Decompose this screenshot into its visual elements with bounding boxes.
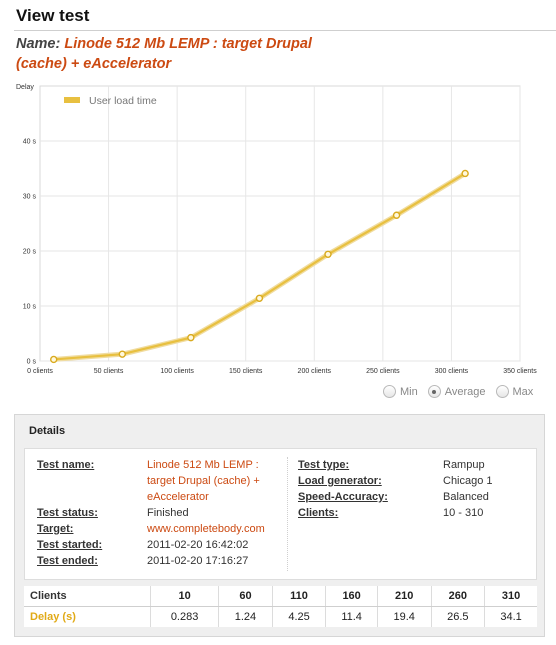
clients-cell: 60 — [218, 586, 273, 607]
delay-cell: 34.1 — [500, 611, 522, 623]
x-tick-label: 350 clients — [503, 368, 537, 375]
x-tick-label: 200 clients — [298, 368, 332, 375]
title-divider — [14, 30, 556, 31]
x-axis-ticks: 0 clients 50 clients 100 clients 150 client… — [27, 368, 537, 375]
test-name-label: Test name: — [37, 459, 95, 471]
data-point — [461, 169, 469, 178]
chart-grid — [39, 85, 521, 362]
x-tick-label: 100 clients — [160, 368, 194, 375]
delay-row-header: Delay (s) — [24, 606, 151, 627]
clients-cell: 310 — [484, 586, 537, 607]
y-tick-label: 40 s — [23, 139, 37, 146]
clients-range-value: 10 - 310 — [443, 507, 484, 519]
legend-label: User load time — [89, 95, 157, 107]
y-axis-ticks: 0 s 10 s 20 s 30 s 40 s — [23, 139, 37, 366]
y-tick-label: 20 s — [23, 249, 37, 256]
radio-max-circle[interactable] — [495, 385, 509, 398]
data-point — [392, 211, 401, 219]
clients-row: Clients 10 60 110 160 210 260 310 — [24, 586, 537, 607]
delay-cell: 26.5 — [431, 606, 486, 627]
delay-cell: 1.24 — [218, 606, 273, 627]
plot-area — [39, 85, 521, 362]
y-axis-title: Delay — [16, 84, 34, 91]
speed-accuracy-value: Balanced — [443, 491, 489, 503]
data-point — [324, 250, 332, 259]
delay-row: Delay (s) 0.283 1.24 4.25 11.4 19.4 26.5… — [24, 606, 537, 627]
test-status-label: Test status: — [37, 507, 98, 519]
delay-cell: 0.283 — [150, 606, 220, 627]
x-tick-label: 0 clients — [27, 368, 53, 375]
load-time-chart: Delay 0 s 10 s 20 s 30 s 40 s 0 clients 50 cl… — [16, 84, 537, 375]
delay-cell: 11.4 — [325, 606, 378, 627]
test-type-label: Test type: — [298, 459, 350, 471]
name-prefix: Name: — [16, 36, 61, 52]
x-tick-label: 300 clients — [435, 368, 469, 375]
radio-average-label: Average — [444, 385, 486, 398]
clients-cell: 210 — [377, 586, 432, 607]
y-tick-label: 30 s — [23, 194, 37, 201]
data-point — [255, 294, 264, 303]
test-status-value: Finished — [147, 507, 189, 519]
data-point — [118, 350, 126, 358]
y-tick-label: 0 s — [27, 359, 37, 366]
x-tick-label: 250 clients — [366, 368, 400, 375]
x-tick-label: 50 clients — [94, 368, 124, 375]
test-started-label: Test started: — [37, 539, 103, 551]
radio-average-circle[interactable] — [427, 385, 441, 398]
chart-series — [50, 169, 469, 364]
details-card: Test name: Linode 512 Mb LEMP : target D… — [24, 448, 537, 580]
target-label: Target: — [37, 523, 74, 535]
radio-max-label: Max — [512, 385, 534, 398]
aggregation-options: Min Average Max — [383, 385, 533, 398]
results-table: Clients 10 60 110 160 210 260 310 Delay … — [24, 586, 537, 627]
details-panel: Details Test name: Linode 512 Mb LEMP : … — [14, 414, 545, 637]
x-tick-label: 150 clients — [229, 368, 263, 375]
clients-label: Clients: — [298, 507, 339, 519]
radio-min[interactable]: Min — [383, 385, 418, 398]
data-point — [50, 355, 58, 364]
radio-min-label: Min — [400, 385, 418, 398]
target-value: www.completebody.com — [147, 523, 265, 535]
radio-max[interactable]: Max — [495, 385, 534, 398]
delay-cell: 4.25 — [272, 606, 327, 627]
test-name-heading: Name: Linode 512 Mb LEMP : target Drupal… — [16, 34, 356, 74]
clients-cell: 10 — [150, 586, 220, 607]
data-point — [187, 333, 195, 342]
clients-cell: 110 — [272, 586, 327, 607]
y-tick-label: 10 s — [23, 304, 37, 311]
test-type-value: Rampup — [443, 459, 485, 471]
page-title: View test — [16, 6, 90, 25]
legend-swatch — [64, 97, 80, 103]
radio-min-circle[interactable] — [383, 385, 396, 398]
test-ended-value: 2011-02-20 17:16:27 — [147, 555, 249, 567]
clients-row-header: Clients — [24, 586, 151, 607]
chart-legend: User load time — [64, 95, 157, 107]
test-name-value: Linode 512 Mb LEMP : target Drupal (cach… — [147, 459, 260, 503]
clients-cell: 260 — [431, 586, 486, 607]
speed-accuracy-label: Speed-Accuracy: — [298, 491, 388, 503]
test-started-value: 2011-02-20 16:42:02 — [147, 539, 249, 551]
clients-cell: 160 — [325, 586, 378, 607]
delay-cell: 19.4 — [377, 606, 432, 627]
details-divider — [287, 457, 288, 571]
details-heading: Details — [29, 425, 66, 437]
radio-average[interactable]: Average — [427, 385, 486, 398]
test-name-title: Linode 512 Mb LEMP : target Drupal (cach… — [16, 36, 312, 72]
load-generator-value: Chicago 1 — [443, 475, 493, 487]
test-ended-label: Test ended: — [37, 555, 98, 567]
load-generator-label: Load generator: — [298, 475, 382, 487]
